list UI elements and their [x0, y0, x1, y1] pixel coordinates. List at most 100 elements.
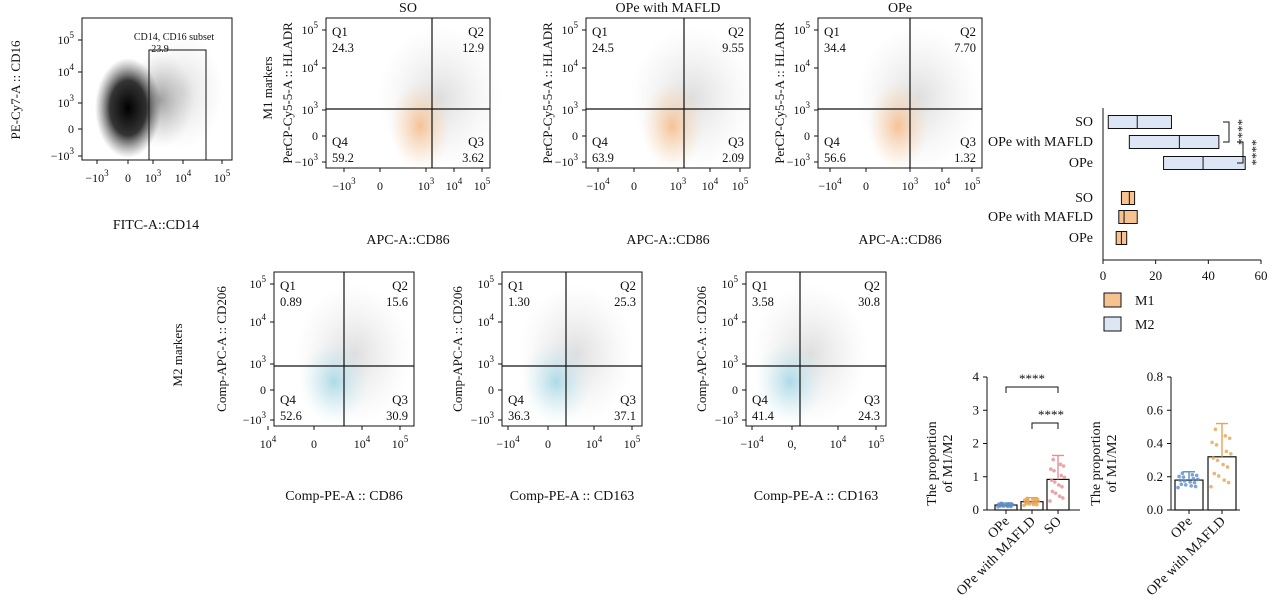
q4-value: 41.4: [752, 409, 775, 423]
bar-point: [1224, 449, 1229, 454]
box-sig-bracket: [1237, 141, 1244, 164]
y-tick: 0: [260, 383, 266, 397]
gate-name: CD14, CD16 subset: [134, 32, 215, 43]
bar-point: [1181, 475, 1186, 479]
bar-point: [1193, 484, 1198, 489]
box-sig-label: ****: [1231, 119, 1246, 145]
bar-point: [1061, 464, 1066, 468]
plot-x-label: APC-A::CD86: [858, 233, 941, 248]
bar-sig-label: ****: [1038, 407, 1064, 422]
density-core: [390, 82, 450, 170]
m2-side-label: M2 markers: [170, 323, 185, 386]
box-category-label: SO: [1075, 115, 1093, 130]
y-tick: 104: [722, 312, 739, 329]
plot-x-label: APC-A::CD86: [626, 233, 709, 248]
box-sig-label: ****: [1245, 140, 1260, 166]
y-tick: −103: [555, 152, 579, 169]
q2-value: 15.6: [386, 295, 408, 309]
bar-point: [1222, 478, 1226, 482]
bar-y-tick: 3: [973, 402, 980, 417]
bar-point: [1192, 480, 1197, 485]
q2-label: Q2: [468, 24, 484, 39]
box-category-label: SO: [1075, 191, 1093, 206]
bar-point: [1035, 502, 1039, 507]
y-tick: 103: [302, 100, 319, 117]
bar-y-tick: 1: [973, 469, 980, 484]
bar-y-tick: 0.0: [1147, 502, 1163, 517]
bar-point: [1211, 456, 1215, 460]
gate-y-label: PE-Cy7-A :: CD16: [8, 40, 23, 139]
gate-x-tick: 105: [214, 168, 231, 185]
gate-x-tick: −103: [85, 168, 109, 185]
m1-plot-ope: Q1 34.4 Q2 7.70 Q3 1.32 Q4 56.6 105 104 103 0 −103 −1…: [772, 1, 983, 248]
y-tick: 0: [804, 129, 810, 143]
q4-value: 56.6: [824, 151, 846, 165]
m2-plot-cd163-a: Q1 1.30 Q2 25.3 Q3 37.1 Q4 36.3 105 104 103 0 −103−1…: [450, 271, 643, 504]
q2-value: 7.70: [954, 41, 976, 55]
density-core: [522, 340, 590, 424]
y-tick: 103: [794, 100, 811, 117]
x-tick: −104: [496, 434, 520, 451]
m1-plot-so: Q1 24.3 Q2 12.9 Q3 3.62 Q4 59.2 105 104 103 0 −103 −1…: [280, 1, 502, 248]
bar-point: [1229, 452, 1233, 456]
box-m2: [1128, 135, 1220, 149]
bar-y-tick: 0.2: [1147, 469, 1163, 484]
x-tick: 105: [964, 176, 981, 193]
q4-value: 36.3: [508, 409, 530, 423]
bar-y-tick: 0: [973, 502, 980, 517]
bar-point: [1191, 476, 1196, 481]
q2-value: 12.9: [462, 41, 484, 55]
q3-value: 1.32: [954, 151, 976, 165]
y-tick: 104: [794, 58, 811, 75]
y-tick: 104: [478, 312, 495, 329]
bar-point: [1052, 468, 1056, 473]
bar-point: [1183, 483, 1188, 487]
q3-label: Q3: [960, 134, 976, 149]
y-tick: 0: [572, 129, 578, 143]
bar-point: [1214, 443, 1219, 447]
x-tick: 103: [902, 176, 919, 193]
box-category-label: OPe: [1069, 231, 1093, 246]
bar-point: [1190, 473, 1195, 477]
y-tick: 0: [312, 129, 318, 143]
bar-y-tick: 2: [973, 436, 980, 451]
bar-point: [1036, 499, 1041, 504]
y-tick: −103: [243, 410, 267, 427]
bar-point: [1188, 480, 1192, 484]
bar-point: [1060, 484, 1064, 489]
bar-chart-ratio-two-groups: 0.0 0.2 0.4 0.6 0.8 The proportionof M1/M2 OPe…: [1089, 369, 1240, 599]
x-tick: 0: [631, 179, 637, 193]
bar-y-tick: 0.8: [1147, 369, 1163, 384]
q3-value: 30.9: [386, 409, 408, 423]
y-tick: 103: [478, 354, 495, 371]
x-tick: 104: [702, 176, 719, 193]
bar-point: [1049, 478, 1054, 483]
bar-y-tick: 0.6: [1147, 402, 1164, 417]
x-tick: 104: [830, 434, 847, 451]
q1-label: Q1: [752, 278, 768, 293]
density-core: [868, 82, 928, 170]
y-tick: 105: [562, 20, 579, 37]
x-tick: 104: [354, 434, 371, 451]
bar-point: [1182, 479, 1187, 483]
x-tick: 105: [868, 434, 885, 451]
density-core: [756, 340, 824, 424]
gate-y-tick: 105: [58, 30, 75, 47]
bar-point: [1001, 504, 1006, 508]
q2-value: 25.3: [614, 295, 636, 309]
y-tick: 105: [478, 274, 495, 291]
bar-point: [1050, 489, 1055, 494]
x-tick: 0: [863, 179, 869, 193]
bar-point: [1209, 484, 1213, 489]
bar-point: [1177, 474, 1181, 479]
q1-label: Q1: [332, 24, 348, 39]
gate-y-tick: −103: [51, 146, 75, 163]
q2-value: 30.8: [858, 295, 880, 309]
bar-point: [1216, 474, 1221, 478]
box-m1: [1120, 191, 1136, 205]
density-core: [642, 82, 702, 170]
box-chart-m1-m2: 0 20 40 60 SO OPe with MAFLD OPe SO OPe with MAF…: [988, 108, 1268, 333]
gate-y-ticks: 105 104 103 0 −103: [51, 30, 82, 163]
x-tick: 104: [260, 434, 277, 451]
